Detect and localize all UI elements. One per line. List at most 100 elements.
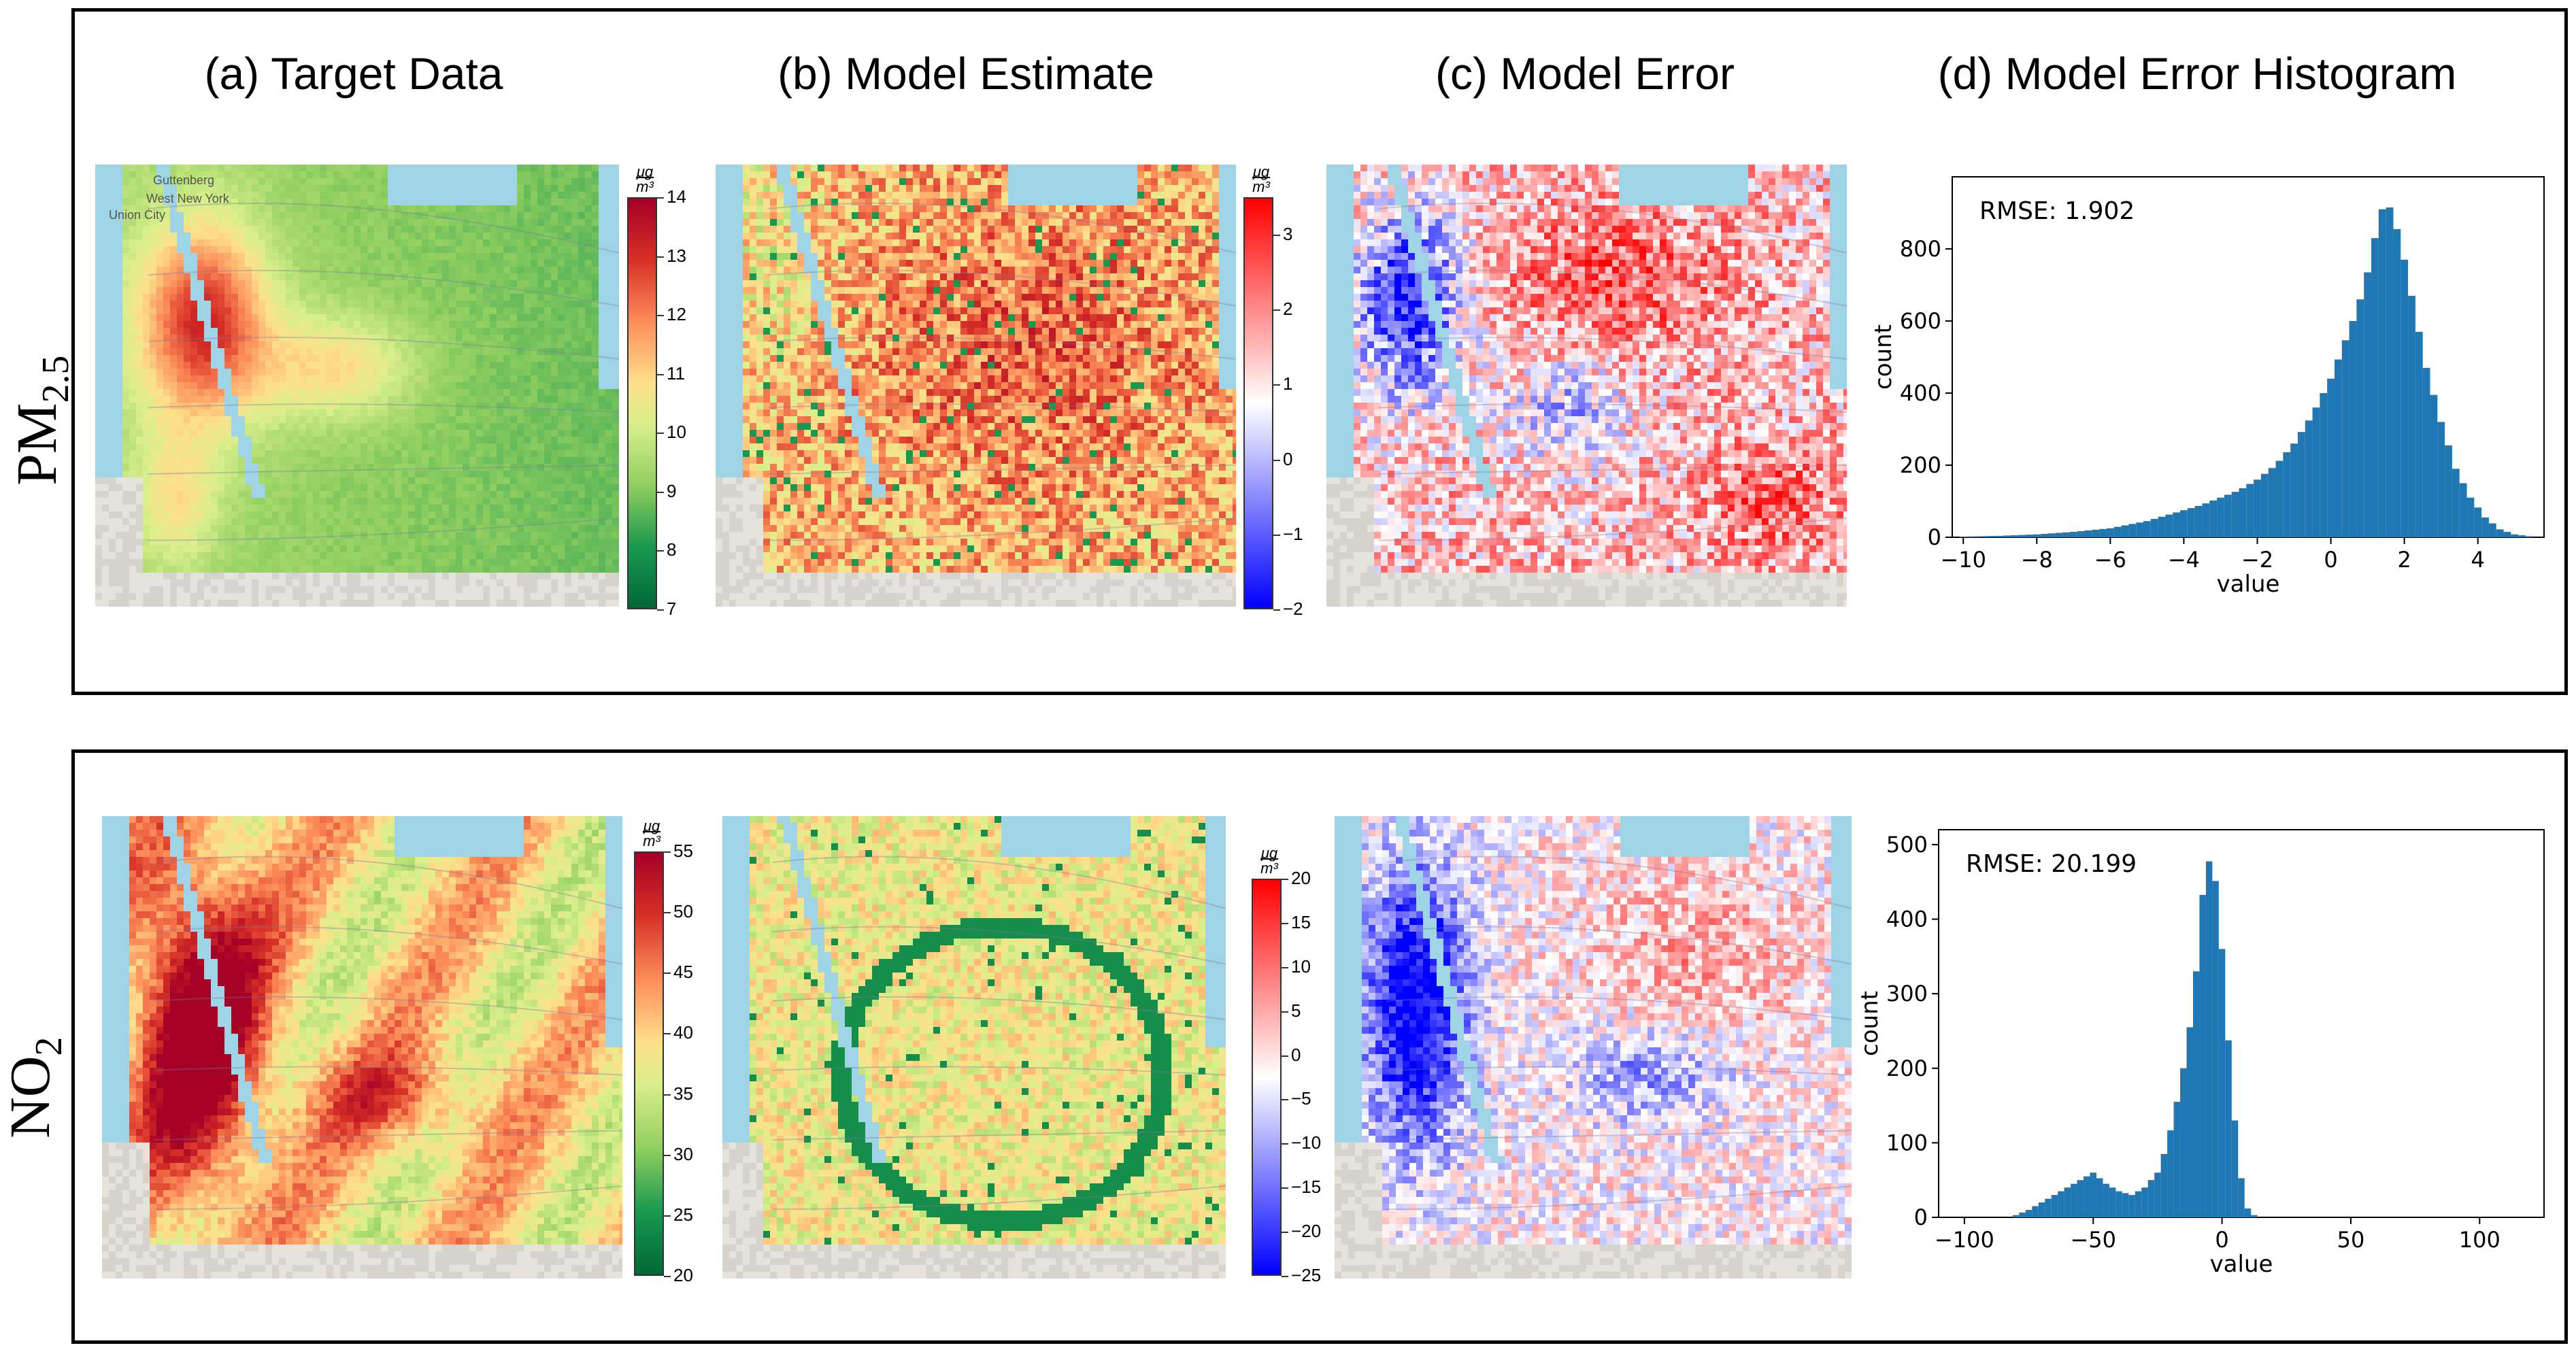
hist-bar — [2103, 1183, 2109, 1217]
colorbar-tick-label: 7 — [667, 598, 676, 620]
colorbar-tick-label: 25 — [673, 1204, 693, 1226]
colorbar-tick-label: 5 — [1291, 1000, 1301, 1021]
map-roads — [767, 202, 1236, 541]
colorbar-unit-num: μg — [1261, 845, 1277, 862]
hist-bar — [1981, 536, 1990, 537]
title-model-error-histogram: (d) Model Error Histogram — [1911, 48, 2483, 99]
colorbar-tick-mark — [664, 912, 671, 914]
hist-bar — [2011, 535, 2019, 537]
hist-bar — [2481, 517, 2489, 537]
hist-bar — [2386, 207, 2394, 537]
hist-bar — [2032, 1206, 2039, 1217]
colorbar-unit-den: m³ — [643, 831, 660, 849]
row-label-pm25-sub: 2.5 — [35, 355, 77, 403]
hist-bar — [2141, 1187, 2148, 1217]
colorbar-tick-mark — [657, 491, 664, 493]
y-axis-label: count — [1870, 324, 1897, 390]
map-pm25-target — [95, 165, 619, 607]
hist-bar — [2239, 488, 2247, 537]
colorbar-tick-label: 12 — [667, 304, 686, 325]
heatmap-cells — [1335, 816, 1852, 1279]
y-tick-label: 400 — [1886, 907, 1928, 932]
x-tick-label: −6 — [2094, 547, 2126, 573]
row-label-no2-sub: 2 — [28, 1037, 70, 1056]
hist-bar — [2025, 1210, 2033, 1217]
x-axis-label: value — [2217, 571, 2280, 598]
x-tick-label: 0 — [2215, 1227, 2228, 1253]
hist-bar — [2474, 507, 2482, 537]
hist-bar — [2018, 535, 2026, 537]
x-tick-label: −50 — [2070, 1227, 2116, 1253]
colorbar-tick-mark — [1273, 235, 1280, 237]
row-label-no2-main: NO — [0, 1056, 62, 1138]
hist-bar — [2496, 529, 2504, 537]
hist-bar — [2147, 1180, 2155, 1217]
colorbar-unit-num: μg — [643, 817, 660, 834]
colorbar-tick-label: 14 — [667, 186, 686, 207]
hist-bar — [2209, 500, 2218, 537]
hist-bar — [2115, 1191, 2122, 1217]
hist-bar — [2452, 469, 2460, 537]
hist-bar — [2077, 1180, 2084, 1217]
hist-bar — [2349, 321, 2357, 537]
hist-bar — [2260, 473, 2269, 537]
colorbar-tick-mark — [1282, 879, 1288, 880]
colorbar-tick-mark — [1273, 609, 1280, 611]
histogram-no2: −100 −50 0 50 100 0 100 200 300 400 500 value count R… — [1856, 816, 2558, 1292]
y-tick-label: 500 — [1886, 832, 1928, 858]
hist-bar — [2224, 494, 2232, 537]
hist-bar — [2445, 445, 2452, 537]
colorbar-tick-mark — [1282, 1187, 1288, 1189]
hist-bar — [2378, 209, 2386, 537]
hist-bar — [2334, 359, 2342, 537]
colorbar-tick-label: −5 — [1291, 1088, 1311, 1109]
colorbar-tick-label: 30 — [673, 1144, 693, 1165]
hist-bar — [2077, 530, 2085, 537]
map-no2-error — [1335, 816, 1852, 1279]
hist-bar — [2165, 514, 2173, 537]
colorbar-tick-mark — [657, 197, 664, 199]
colorbar-tick-mark — [657, 550, 664, 552]
hist-bar — [2055, 533, 2063, 537]
hist-bar — [2312, 407, 2320, 537]
hist-bar — [2422, 367, 2430, 537]
map-no2-target — [102, 816, 622, 1279]
hist-bar — [2199, 894, 2206, 1217]
hist-bar — [2225, 1040, 2232, 1217]
hist-bar — [2238, 1178, 2245, 1217]
y-tick-label: 800 — [1900, 236, 1941, 262]
hist-bar — [2202, 503, 2210, 537]
map-no2-estimate — [722, 816, 1226, 1279]
hist-bar — [2192, 971, 2200, 1217]
map-roads — [1378, 202, 1847, 541]
row-label-no2: NO2 — [0, 1037, 71, 1138]
colorbar-tick-label: 3 — [1283, 224, 1292, 245]
hist-bar — [2511, 534, 2519, 537]
hist-bar — [2283, 452, 2291, 537]
hist-bar — [2062, 532, 2070, 537]
y-tick-label: 600 — [1900, 308, 1941, 334]
map-pm25-error — [1326, 165, 1847, 607]
colorbar-no2-target — [634, 851, 664, 1276]
hist-bar — [2251, 1215, 2258, 1217]
map-roads — [154, 856, 622, 1210]
colorbar-tick-label: −10 — [1291, 1132, 1321, 1153]
colorbar-unit-den: m³ — [1260, 858, 1278, 877]
colorbar-tick-mark — [1282, 966, 1288, 968]
hist-bar — [2194, 505, 2203, 537]
colorbar-tick-label: 20 — [1291, 868, 1311, 889]
x-tick-label: 2 — [2397, 547, 2411, 573]
x-tick-label: −2 — [2241, 547, 2273, 573]
hist-bar — [2092, 529, 2100, 537]
title-model-error: (c) Model Error — [1408, 48, 1762, 99]
colorbar-tick-mark — [664, 1276, 671, 1277]
hist-bar — [2231, 1120, 2239, 1217]
hist-bar — [2122, 1193, 2129, 1217]
hist-bar — [2040, 534, 2048, 537]
hist-bar — [2320, 393, 2328, 537]
x-tick-label: 4 — [2471, 547, 2485, 573]
y-axis-label: count — [1856, 991, 1884, 1056]
colorbar-tick-mark — [1282, 1055, 1288, 1057]
colorbar-tick-label: 40 — [673, 1022, 693, 1043]
hist-bar — [2275, 460, 2284, 537]
